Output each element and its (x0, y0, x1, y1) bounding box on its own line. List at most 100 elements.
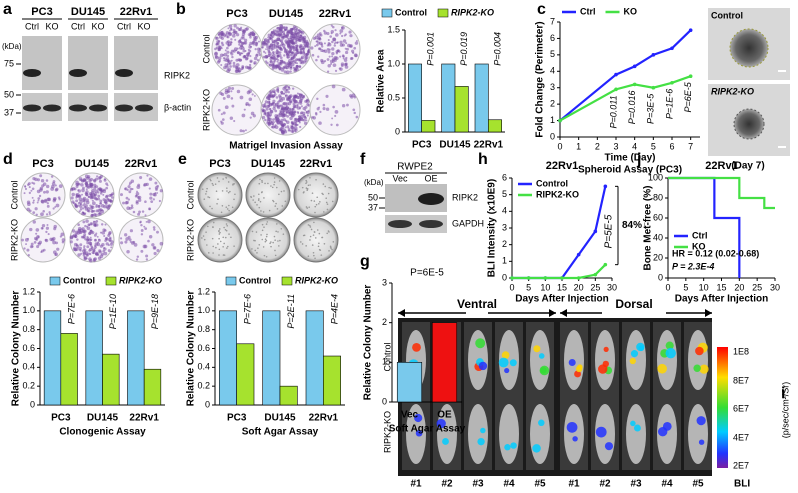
bli-signal (412, 342, 421, 352)
cell (127, 198, 131, 201)
cell-line-label: 22Rv1 (120, 6, 152, 18)
caption: Soft Agar Assay (242, 427, 319, 438)
cell (215, 36, 218, 39)
colony (316, 196, 319, 199)
y-tick-label: 0 (658, 272, 663, 282)
cell (45, 179, 49, 182)
colony (322, 193, 324, 196)
cell (100, 209, 105, 214)
cell-line-label: PC3 (209, 158, 230, 170)
cell (349, 34, 353, 38)
blot (68, 36, 108, 90)
colony (323, 242, 326, 245)
colony (318, 242, 320, 245)
cell (79, 208, 83, 211)
point (576, 276, 581, 280)
cell (83, 248, 87, 252)
cell (291, 41, 295, 45)
cell (234, 38, 237, 41)
point (688, 28, 693, 33)
cell (45, 184, 50, 189)
cell (305, 41, 310, 46)
colony (311, 244, 314, 246)
cell (222, 111, 226, 115)
cell (269, 109, 273, 114)
cell (54, 206, 57, 208)
p-value: P=4E-4 (329, 294, 339, 324)
cell (45, 226, 50, 230)
cell (318, 121, 322, 125)
lane-label: KO (91, 21, 104, 31)
colony (282, 233, 285, 235)
colony (201, 237, 203, 239)
p-value: P=6E-5 (683, 81, 693, 112)
cell (32, 211, 36, 214)
cell (336, 41, 339, 44)
cell (290, 37, 292, 40)
kda-marker: 37 (368, 202, 378, 212)
colony (207, 252, 210, 254)
cell (21, 238, 24, 242)
caption: Spheroid Assay (PC3) (578, 165, 682, 176)
cell (86, 226, 91, 231)
cell (287, 39, 291, 43)
cell (280, 93, 283, 96)
cell (267, 114, 271, 118)
cell (34, 236, 38, 241)
cell (227, 60, 230, 63)
bli-signal (630, 350, 639, 358)
colony (305, 182, 307, 185)
cell (89, 229, 92, 233)
colony (258, 193, 260, 196)
y-tick-label: 20 (653, 252, 663, 262)
cell (128, 238, 132, 242)
label: (kDa) (2, 42, 22, 51)
cell (127, 235, 131, 239)
bli-signal (630, 420, 636, 427)
cell (294, 61, 297, 64)
cell (145, 254, 149, 258)
cell (291, 51, 294, 55)
cell (226, 35, 230, 39)
cell (76, 231, 80, 235)
cell (320, 58, 324, 63)
cell (244, 129, 247, 132)
cell (103, 229, 107, 232)
colony (261, 229, 264, 232)
cell (274, 103, 277, 106)
cell (267, 123, 271, 127)
cell (30, 189, 33, 192)
cell (29, 227, 33, 232)
cell (214, 55, 218, 59)
cell (275, 34, 278, 37)
bar (219, 310, 237, 406)
cell (47, 233, 50, 236)
cell (282, 60, 286, 64)
cell (342, 57, 345, 60)
cell (227, 86, 232, 91)
cell (287, 37, 290, 40)
x-tick-label: 20 (574, 282, 584, 292)
cell (287, 86, 290, 89)
cell (319, 110, 322, 113)
cell (108, 230, 112, 235)
cell (334, 110, 339, 114)
cell (305, 119, 308, 122)
colony (309, 176, 311, 179)
cell (39, 174, 43, 178)
cell (126, 250, 130, 254)
colony (307, 255, 310, 257)
y-tick-label: 0.5 (387, 92, 400, 102)
bli-signal (538, 353, 545, 359)
panel-letter: c (537, 1, 546, 18)
cell (58, 198, 61, 201)
cell (95, 185, 99, 189)
cell (46, 224, 49, 227)
cell (256, 59, 260, 62)
cell (97, 194, 101, 198)
cell (282, 46, 285, 49)
cell (302, 47, 305, 51)
cell (252, 40, 256, 44)
bar (43, 310, 62, 406)
cell (272, 121, 275, 124)
